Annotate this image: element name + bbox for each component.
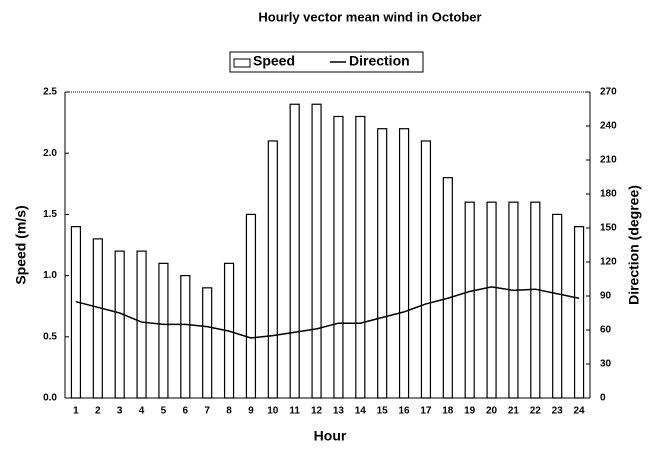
bar: [136, 250, 147, 399]
bar: [158, 262, 169, 399]
y2-tick-label: 120: [600, 257, 617, 268]
legend-label: Direction: [349, 53, 410, 69]
x-tick-label: 15: [377, 406, 389, 417]
x-tick-label: 9: [248, 406, 254, 417]
bar: [508, 201, 519, 399]
y-axis-label: Speed (m/s): [13, 205, 29, 284]
y2-tick-label: 0: [600, 393, 606, 404]
y-tick-label: 2.5: [43, 87, 57, 98]
bar: [420, 140, 432, 399]
y2-tick-label: 240: [600, 121, 617, 132]
bar: [398, 128, 410, 399]
x-tick-label: 22: [530, 406, 542, 417]
x-tick-label: 23: [552, 406, 564, 417]
x-tick-label: 5: [161, 406, 167, 417]
y-tick-label: 0.0: [43, 393, 57, 404]
bar: [114, 250, 125, 399]
x-tick-label: 6: [183, 406, 189, 417]
x-tick-label: 21: [508, 406, 520, 417]
bar: [92, 238, 103, 399]
x-tick-label: 7: [204, 406, 210, 417]
bar: [70, 226, 82, 399]
direction-line: [75, 286, 580, 339]
legend-label: Speed: [253, 53, 295, 69]
x-tick-label: 14: [355, 406, 367, 417]
bar: [464, 201, 475, 399]
x-tick-label: 17: [420, 406, 432, 417]
y2-tick-label: 90: [600, 291, 612, 302]
x-tick-label: 13: [333, 406, 345, 417]
bar: [573, 226, 585, 399]
y2-tick-label: 150: [600, 223, 617, 234]
bar: [202, 287, 213, 399]
bar: [530, 201, 541, 399]
bar: [267, 140, 278, 399]
x-tick-label: 1: [73, 406, 79, 417]
bar: [355, 115, 366, 399]
chart-title: Hourly vector mean wind in October: [258, 9, 481, 24]
x-tick-label: 11: [289, 406, 300, 417]
x-tick-label: 18: [442, 406, 454, 417]
y2-tick-label: 60: [600, 325, 612, 336]
legend-box: [229, 51, 424, 73]
x-tick-label: 12: [311, 406, 323, 417]
legend-swatch: [233, 58, 251, 68]
bar: [486, 201, 497, 399]
x-tick-label: 24: [574, 406, 586, 417]
y-tick-label: 1.5: [43, 209, 57, 220]
bar: [180, 275, 191, 399]
y2-axis-label: Direction (degree): [626, 185, 642, 305]
x-tick-label: 16: [399, 406, 411, 417]
bar: [311, 103, 322, 399]
y-tick-label: 0.5: [43, 331, 57, 342]
x-tick-label: 3: [117, 406, 123, 417]
bar: [377, 128, 388, 399]
y2-tick-label: 180: [600, 189, 617, 200]
x-tick-label: 2: [95, 406, 101, 417]
x-tick-label: 19: [464, 406, 476, 417]
y2-tick-label: 210: [600, 155, 617, 166]
y-tick-label: 2.0: [43, 148, 57, 159]
bar: [289, 103, 300, 399]
x-tick-label: 20: [486, 406, 498, 417]
y2-tick-label: 30: [600, 359, 612, 370]
x-tick-label: 10: [267, 406, 279, 417]
y-tick-label: 1.0: [43, 270, 57, 281]
y2-tick-label: 270: [600, 87, 617, 98]
bar: [245, 213, 257, 399]
x-tick-label: 4: [139, 406, 145, 417]
bar: [552, 213, 563, 399]
x-axis-label: Hour: [314, 428, 347, 444]
bar: [442, 177, 453, 399]
bar: [333, 115, 344, 399]
x-tick-label: 8: [226, 406, 232, 417]
